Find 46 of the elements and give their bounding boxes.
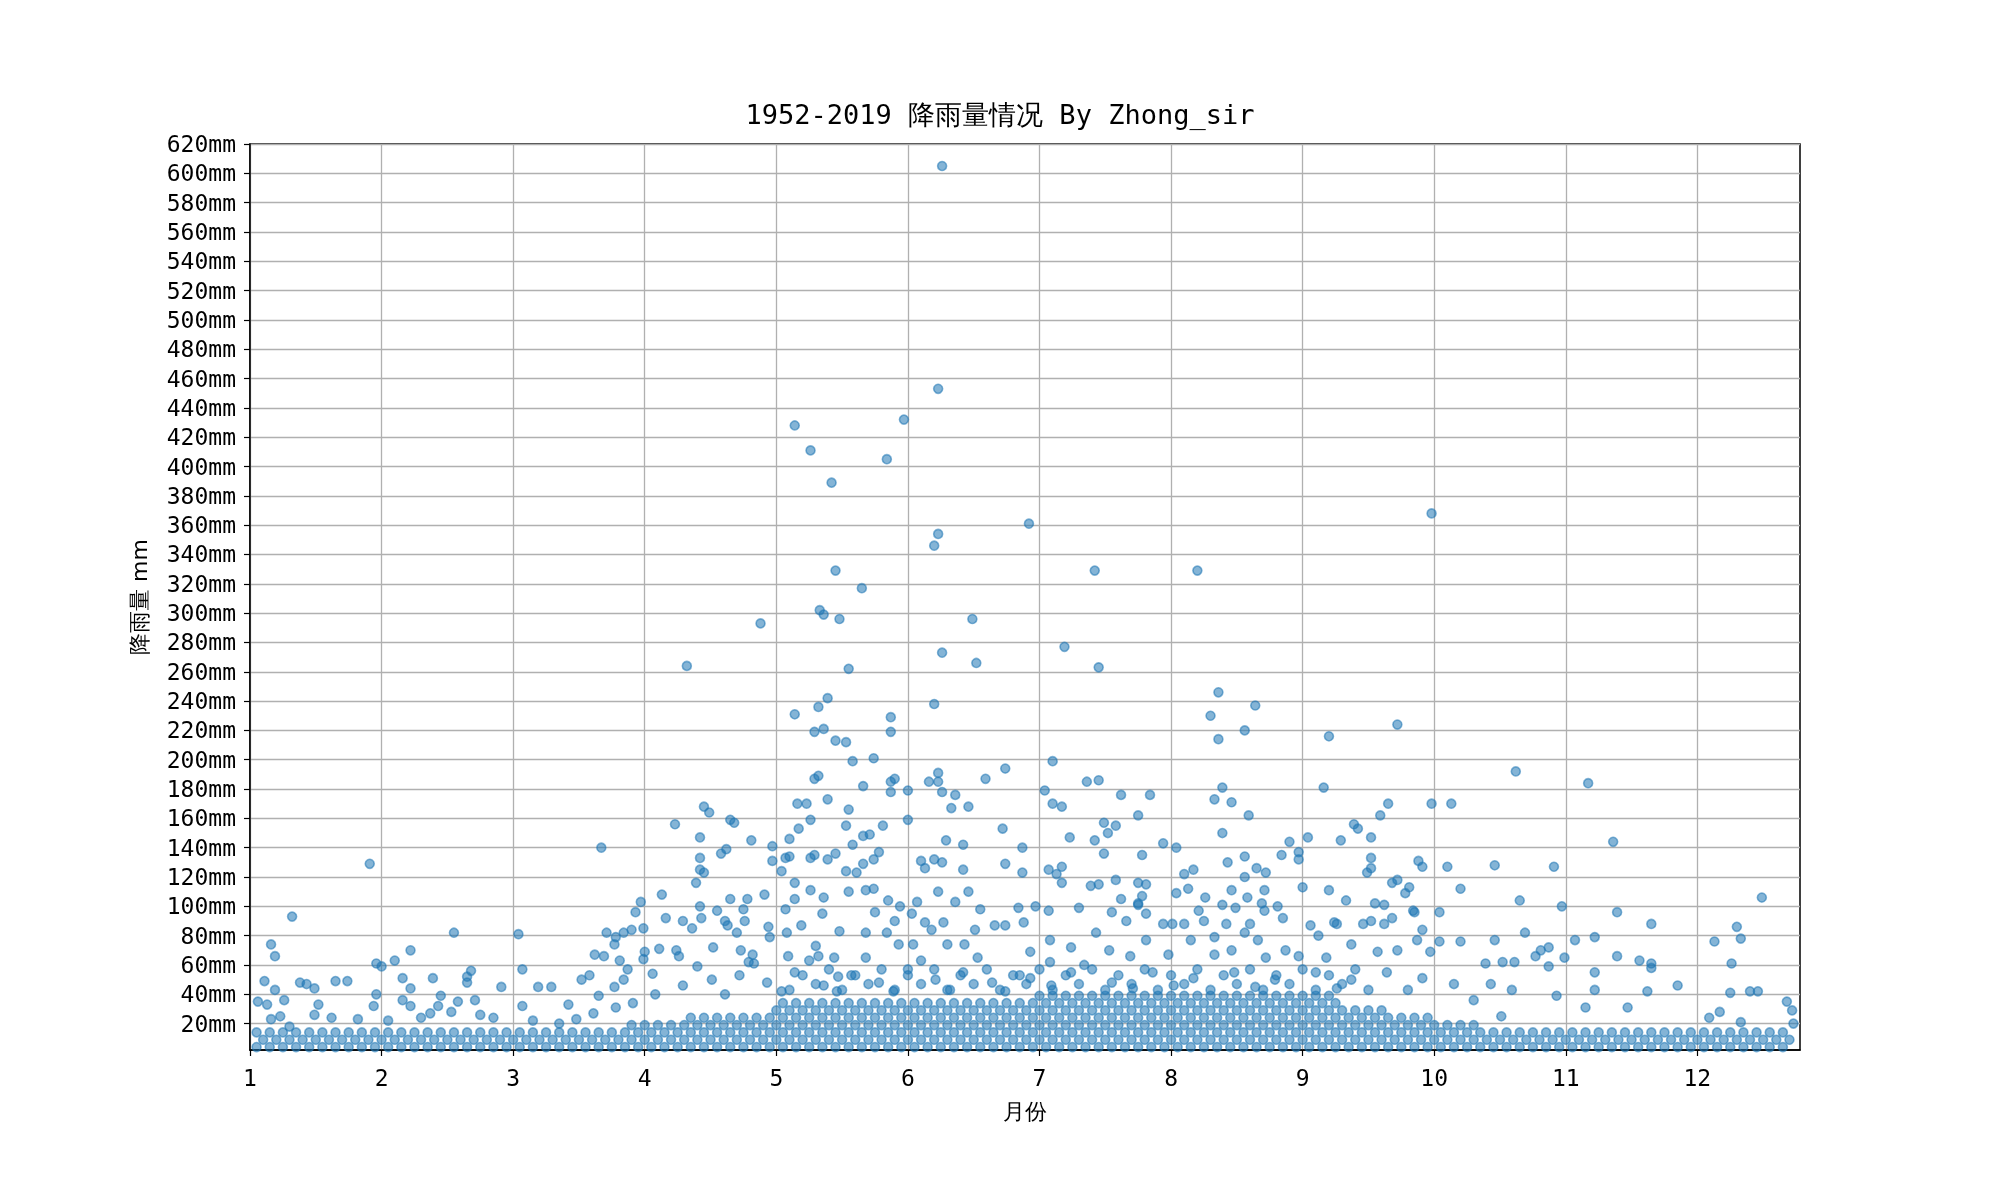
y-tick-label: 40mm: [180, 981, 236, 1008]
y-tick-label: 340mm: [166, 541, 236, 568]
y-tick-label: 240mm: [166, 688, 236, 715]
y-tick-label: 180mm: [166, 776, 236, 803]
x-tick-label: 3: [506, 1064, 521, 1091]
y-tick-label: 460mm: [166, 365, 236, 392]
y-tick-label: 300mm: [166, 600, 236, 627]
y-tick-label: 360mm: [166, 512, 236, 539]
x-axis-title: 月份: [1003, 1098, 1047, 1124]
y-tick-label: 540mm: [166, 248, 236, 275]
y-axis-title: 降雨量 mm: [126, 539, 152, 655]
x-tick-label: 9: [1295, 1064, 1310, 1091]
y-tick-label: 260mm: [166, 658, 236, 685]
x-tick-label: 5: [769, 1064, 784, 1091]
y-tick-label: 60mm: [180, 951, 236, 978]
x-tick-label: 8: [1164, 1064, 1178, 1091]
x-tick-label: 10: [1420, 1064, 1449, 1091]
y-tick-label: 320mm: [166, 570, 236, 597]
y-tick-label: 120mm: [166, 864, 236, 891]
y-tick-label: 80mm: [180, 922, 236, 949]
y-tick-label: 560mm: [166, 218, 236, 245]
x-tick-label: 12: [1683, 1064, 1712, 1091]
y-tick-label: 500mm: [166, 306, 236, 333]
y-tick-label: 440mm: [166, 394, 236, 421]
y-tick-label: 380mm: [166, 482, 236, 509]
y-tick-label: 200mm: [166, 746, 236, 773]
y-tick-label: 600mm: [166, 160, 236, 187]
y-tick-label: 400mm: [166, 453, 236, 480]
y-tick-label: 160mm: [166, 805, 236, 832]
x-tick-label: 2: [374, 1064, 389, 1091]
x-tick-label: 7: [1032, 1064, 1047, 1091]
y-tick-label: 620mm: [166, 131, 236, 157]
y-tick-label: 140mm: [166, 834, 236, 861]
y-tick-label: 580mm: [166, 189, 236, 216]
y-tick-label: 420mm: [166, 424, 236, 451]
y-tick-label: 100mm: [166, 893, 236, 920]
y-tick-label: 220mm: [166, 717, 236, 744]
y-tick-label: 480mm: [166, 336, 236, 363]
y-tick-label: 20mm: [180, 1010, 236, 1037]
x-tick-label: 4: [637, 1064, 652, 1091]
y-tick-label: 520mm: [166, 277, 236, 304]
x-tick-label: 6: [900, 1064, 915, 1091]
x-tick-label: 1: [243, 1064, 257, 1091]
y-tick-label: 280mm: [166, 629, 236, 656]
x-tick-label: 11: [1551, 1064, 1580, 1091]
chart-title: 1952-2019 降雨量情况 By Zhong_sir: [745, 99, 1255, 131]
